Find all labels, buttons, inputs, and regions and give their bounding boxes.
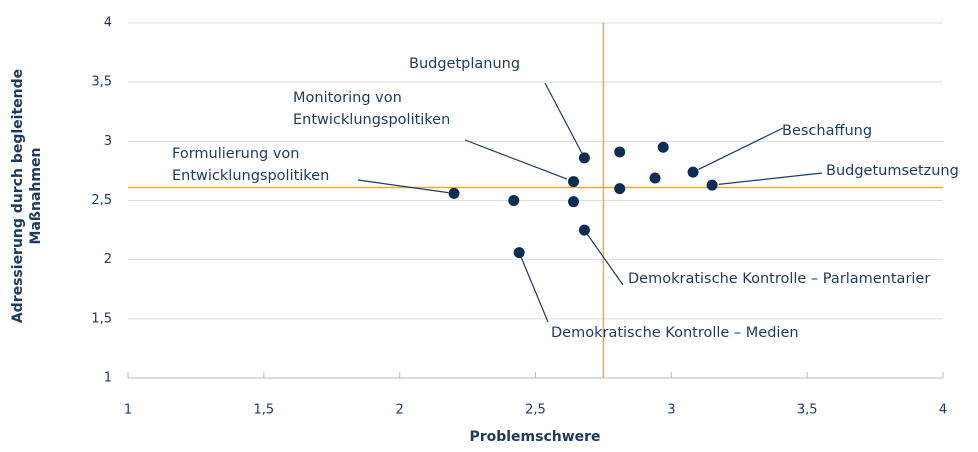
- point-label: Demokratische Kontrolle – Parlamentarier: [628, 271, 931, 287]
- y-tick-label: 2,5: [91, 193, 112, 208]
- point-label: Formulierung von Entwicklungspolitiken: [172, 146, 330, 184]
- x-tick-label: 1: [124, 403, 132, 418]
- leader-line: [357, 179, 449, 194]
- x-tick-label: 4: [939, 403, 947, 418]
- leader-line: [718, 172, 823, 185]
- point-label: Monitoring von Entwicklungspolitiken: [293, 90, 451, 128]
- y-axis-label: Adressierung durch begleitende Maßnahmen: [10, 68, 44, 324]
- point-label: Beschaffung: [782, 123, 873, 139]
- point: [614, 146, 626, 158]
- y-tick-label: 1,5: [91, 311, 112, 326]
- y-tick-label: 4: [104, 16, 112, 31]
- y-tick-label: 3,5: [91, 75, 112, 90]
- point-label: Demokratische Kontrolle – Medien: [551, 325, 799, 341]
- x-tick-label: 3: [667, 403, 675, 418]
- point: [578, 224, 590, 236]
- x-axis-label: Problemschwere: [469, 429, 601, 445]
- leader-line: [464, 139, 568, 180]
- x-tick-label: 1,5: [253, 403, 274, 418]
- leader-line: [520, 256, 549, 323]
- leader-line: [586, 233, 624, 286]
- point: [649, 172, 661, 184]
- point: [568, 176, 580, 188]
- x-tick-label: 2,5: [525, 403, 546, 418]
- point: [448, 187, 460, 199]
- leader-line: [698, 127, 784, 170]
- x-tick-label: 3,5: [797, 403, 818, 418]
- y-tick-label: 3: [104, 134, 112, 149]
- point: [513, 247, 525, 259]
- y-tick-label: 1: [104, 371, 112, 386]
- point: [568, 196, 580, 208]
- point: [578, 152, 590, 164]
- point: [508, 195, 520, 206]
- point: [657, 141, 669, 153]
- leader-line: [544, 82, 583, 154]
- x-tick-label: 2: [396, 403, 404, 418]
- y-tick-label: 2: [104, 252, 112, 267]
- point: [614, 183, 626, 195]
- point-label: Budgetumsetzung: [826, 163, 959, 179]
- point: [706, 179, 718, 191]
- point-label: Budgetplanung: [409, 56, 521, 72]
- point: [687, 166, 699, 178]
